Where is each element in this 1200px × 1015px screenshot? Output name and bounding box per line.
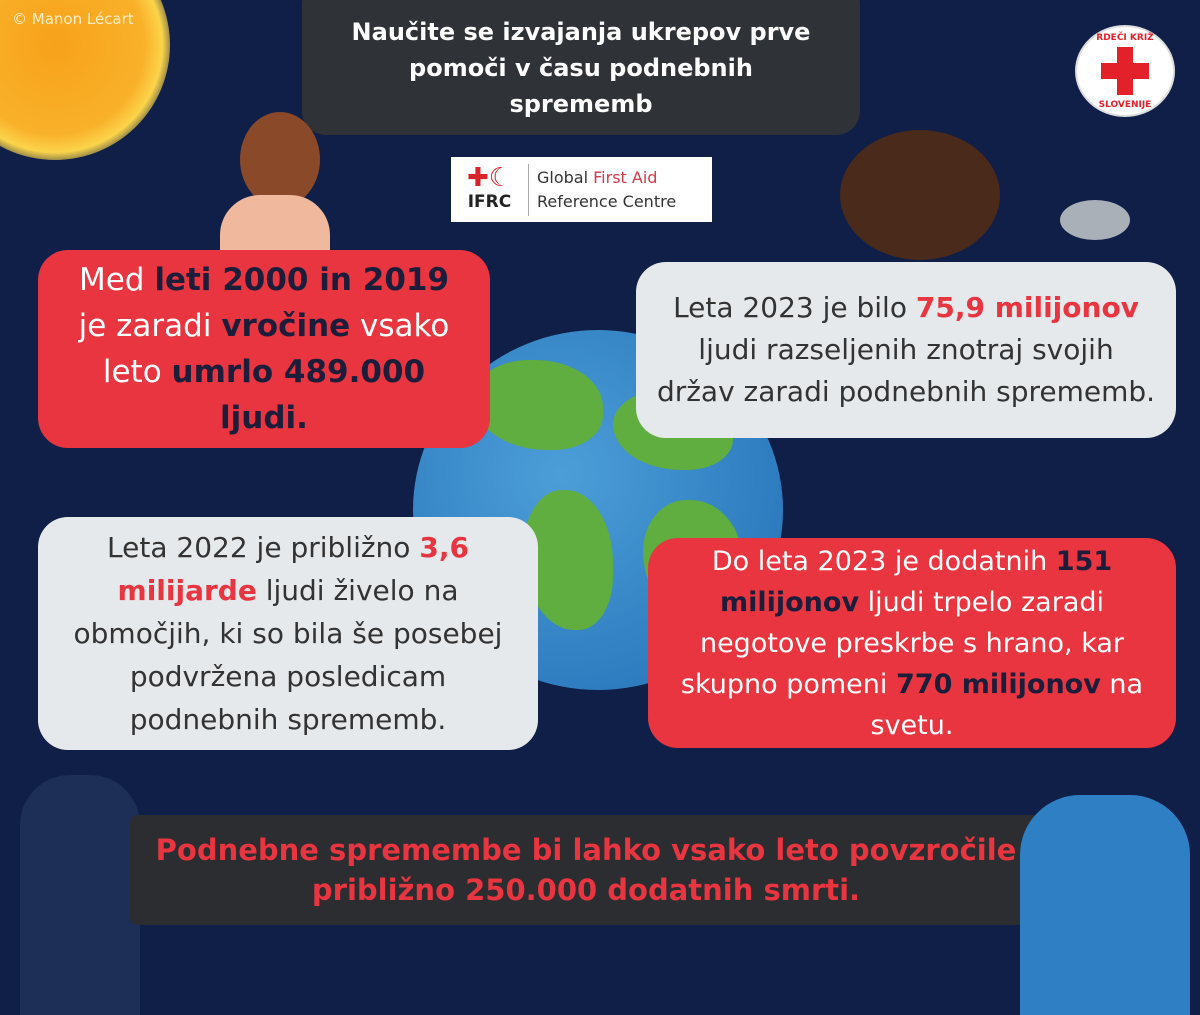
red-cross-slovenia-logo: RDEČI KRIŽ SLOVENIJE bbox=[1075, 25, 1175, 117]
fact-exposed-population: Leta 2022 je približno 3,6 milijarde lju… bbox=[38, 517, 538, 750]
copyright-credit: © Manon Lécart bbox=[12, 10, 134, 28]
red-cross-crescent-icon: ✚☾ bbox=[466, 162, 513, 193]
ifrc-logo: ✚☾ IFRC Global First Aid Reference Centre bbox=[451, 157, 712, 222]
bottom-banner: Podnebne spremembe bi lahko vsako leto p… bbox=[130, 815, 1042, 925]
sick-person-illustration bbox=[20, 775, 140, 1015]
fact-displacement: Leta 2023 je bilo 75,9 milijonov ljudi r… bbox=[636, 262, 1176, 438]
red-cross-icon bbox=[1101, 47, 1149, 95]
sweating-man-illustration bbox=[1020, 795, 1190, 1015]
mother-child-illustration bbox=[840, 130, 1000, 260]
woman-illustration bbox=[240, 112, 320, 207]
factory-smoke-illustration bbox=[1060, 200, 1130, 240]
fact-food-insecurity: Do leta 2023 je dodatnih 151 milijonov l… bbox=[648, 538, 1176, 748]
fact-heat-deaths: Med leti 2000 in 2019 je zaradi vročine … bbox=[38, 250, 490, 448]
page-title: Naučite se izvajanja ukrepov prve pomoči… bbox=[302, 0, 860, 135]
